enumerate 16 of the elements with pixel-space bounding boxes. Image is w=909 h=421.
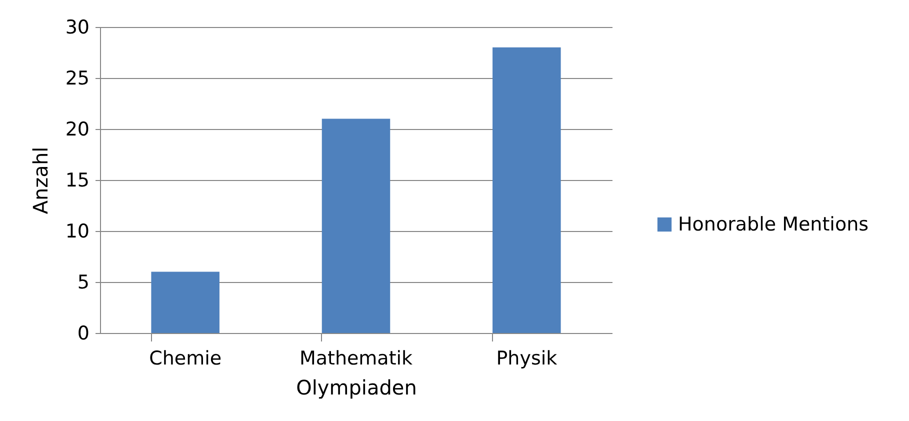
y-tick-label: 25 bbox=[65, 68, 90, 90]
bar bbox=[492, 47, 561, 333]
y-tick-label: 5 bbox=[77, 272, 90, 294]
y-tick-label: 15 bbox=[65, 170, 90, 192]
x-tick-label: Mathematik bbox=[299, 348, 413, 370]
y-tick-label: 30 bbox=[65, 16, 90, 38]
bar bbox=[322, 118, 390, 333]
y-tick-label: 20 bbox=[65, 118, 90, 140]
bar bbox=[151, 272, 220, 333]
y-tick-label: 0 bbox=[77, 322, 90, 344]
x-tick-label: Physik bbox=[496, 348, 558, 370]
legend-label: Honorable Mentions bbox=[678, 214, 869, 236]
y-axis-title: Anzahl bbox=[28, 146, 52, 214]
y-tick-label: 10 bbox=[65, 220, 90, 242]
x-tick-label: Chemie bbox=[149, 348, 222, 370]
x-axis-title: Olympiaden bbox=[296, 376, 417, 400]
